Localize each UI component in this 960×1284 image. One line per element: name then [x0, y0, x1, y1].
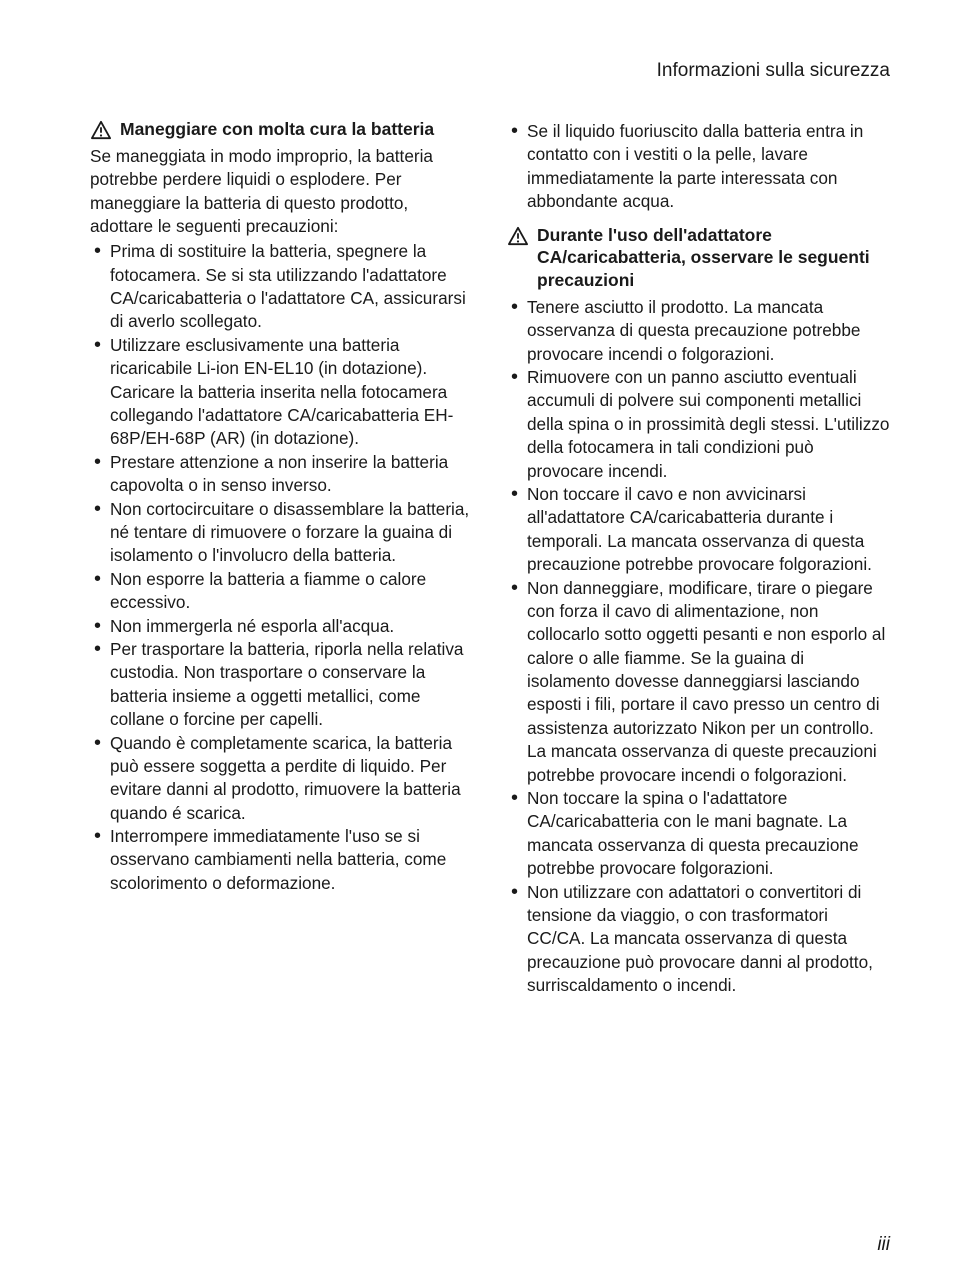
section-title-adapter: Durante l'uso dell'adattatore CA/caricab…	[537, 224, 890, 292]
list-item: Prestare attenzione a non inserire la ba…	[90, 451, 473, 498]
list-item: Rimuovere con un panno asciutto eventual…	[507, 366, 890, 483]
list-item: Non immergerla né esporla all'acqua.	[90, 615, 473, 638]
page-header: Informazioni sulla sicurezza	[90, 60, 890, 82]
list-item: Non esporre la batteria a fiamme o calor…	[90, 568, 473, 615]
left-column: Maneggiare con molta cura la batteria Se…	[90, 118, 473, 998]
section-heading-adapter: Durante l'uso dell'adattatore CA/caricab…	[507, 224, 890, 292]
intro-text: Se maneggiata in modo improprio, la batt…	[90, 145, 473, 239]
list-item: Non cortocircuitare o disassemblare la b…	[90, 498, 473, 568]
manual-page: Informazioni sulla sicurezza Maneggiare …	[0, 0, 960, 1038]
continued-bullet-list: Se il liquido fuoriuscito dalla batteria…	[507, 120, 890, 214]
list-item: Per trasportare la batteria, riporla nel…	[90, 638, 473, 732]
list-item: Interrompere immediatamente l'uso se si …	[90, 825, 473, 895]
list-item: Non toccare il cavo e non avvicinarsi al…	[507, 483, 890, 577]
list-item: Tenere asciutto il prodotto. La mancata …	[507, 296, 890, 366]
list-item: Prima di sostituire la batteria, spegner…	[90, 240, 473, 334]
page-number: iii	[877, 1234, 890, 1256]
list-item: Se il liquido fuoriuscito dalla batteria…	[507, 120, 890, 214]
list-item: Non utilizzare con adattatori o converti…	[507, 881, 890, 998]
section-title-battery: Maneggiare con molta cura la batteria	[120, 118, 434, 141]
warning-icon	[507, 226, 529, 246]
list-item: Non danneggiare, modificare, tirare o pi…	[507, 577, 890, 788]
warning-icon	[90, 120, 112, 140]
section-heading-battery: Maneggiare con molta cura la batteria	[90, 118, 473, 141]
battery-bullet-list: Prima di sostituire la batteria, spegner…	[90, 240, 473, 895]
list-item: Quando è completamente scarica, la batte…	[90, 732, 473, 826]
list-item: Utilizzare esclusivamente una batteria r…	[90, 334, 473, 451]
adapter-bullet-list: Tenere asciutto il prodotto. La mancata …	[507, 296, 890, 998]
two-column-layout: Maneggiare con molta cura la batteria Se…	[90, 118, 890, 998]
right-column: Se il liquido fuoriuscito dalla batteria…	[507, 118, 890, 998]
list-item: Non toccare la spina o l'adattatore CA/c…	[507, 787, 890, 881]
